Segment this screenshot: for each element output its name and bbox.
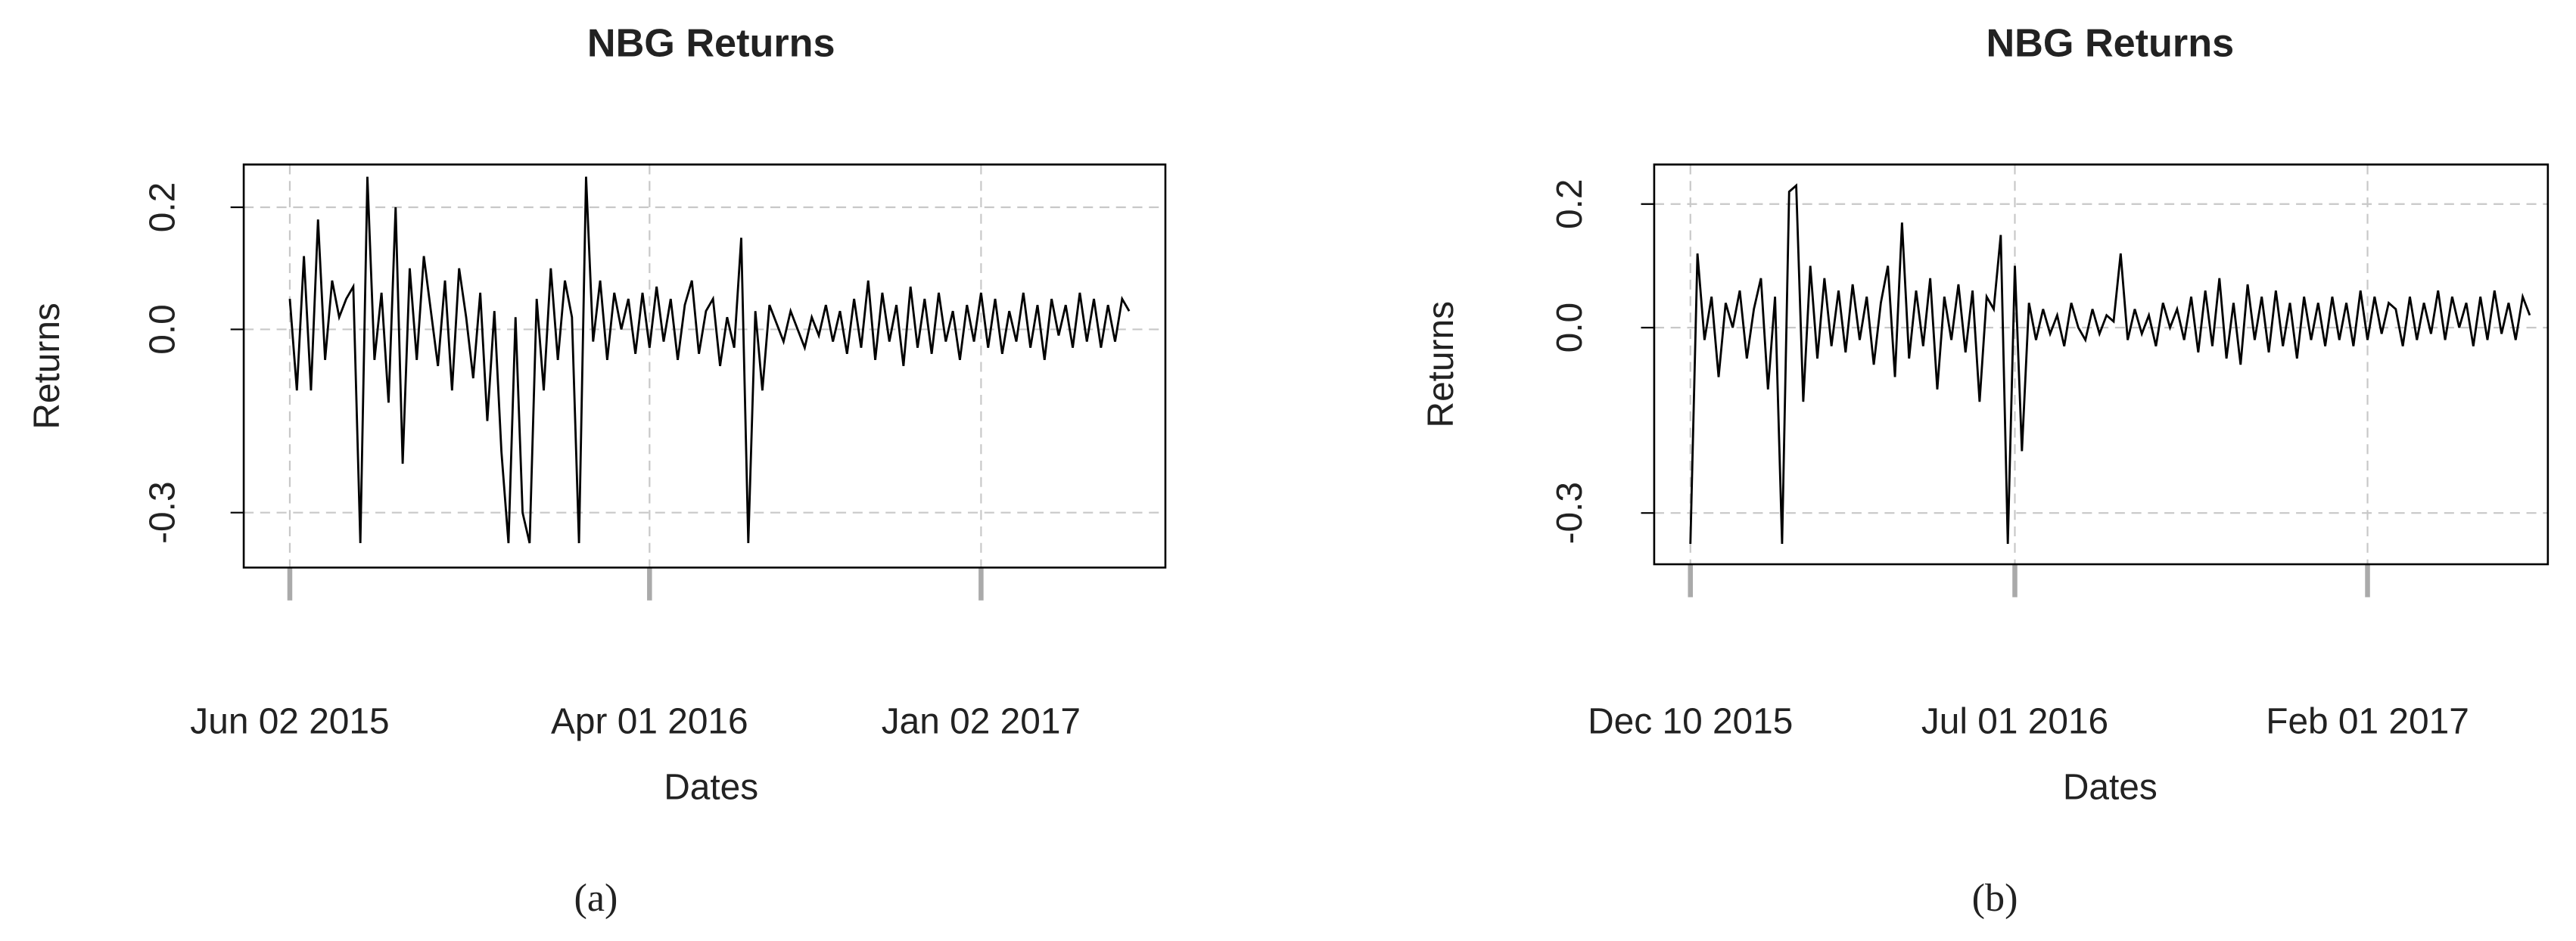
x-tick-label: Dec 10 2015 (1588, 702, 1793, 742)
caption: (b) (1972, 876, 2018, 920)
y-axis-label: Returns (27, 303, 67, 429)
plot-frame (1653, 163, 2550, 566)
plot-frame (242, 163, 1167, 569)
x-tick-label: Feb 01 2017 (2266, 702, 2469, 742)
x-axis-label: Dates (2063, 768, 2158, 808)
y-tick-label: -0.3 (142, 481, 182, 543)
x-tick-label: Jul 01 2016 (1921, 702, 2108, 742)
y-tick-label: 0.0 (1550, 303, 1590, 352)
chart-title: NBG Returns (1986, 22, 2234, 66)
returns-line (288, 176, 1131, 544)
y-tick-label: -0.3 (1550, 482, 1590, 544)
returns-line (1689, 183, 2531, 545)
y-axis-label: Returns (1421, 301, 1461, 427)
caption: (a) (574, 876, 618, 920)
x-tick-label: Jun 02 2015 (190, 702, 389, 742)
x-axis-label: Dates (664, 768, 758, 808)
x-tick-label: Jan 02 2017 (882, 702, 1081, 742)
y-tick-label: 0.2 (142, 182, 182, 233)
y-tick-label: 0.0 (142, 304, 182, 355)
y-tick-label: 0.2 (1550, 179, 1590, 229)
chart-title: NBG Returns (587, 22, 835, 66)
x-tick-label: Apr 01 2016 (551, 702, 748, 742)
